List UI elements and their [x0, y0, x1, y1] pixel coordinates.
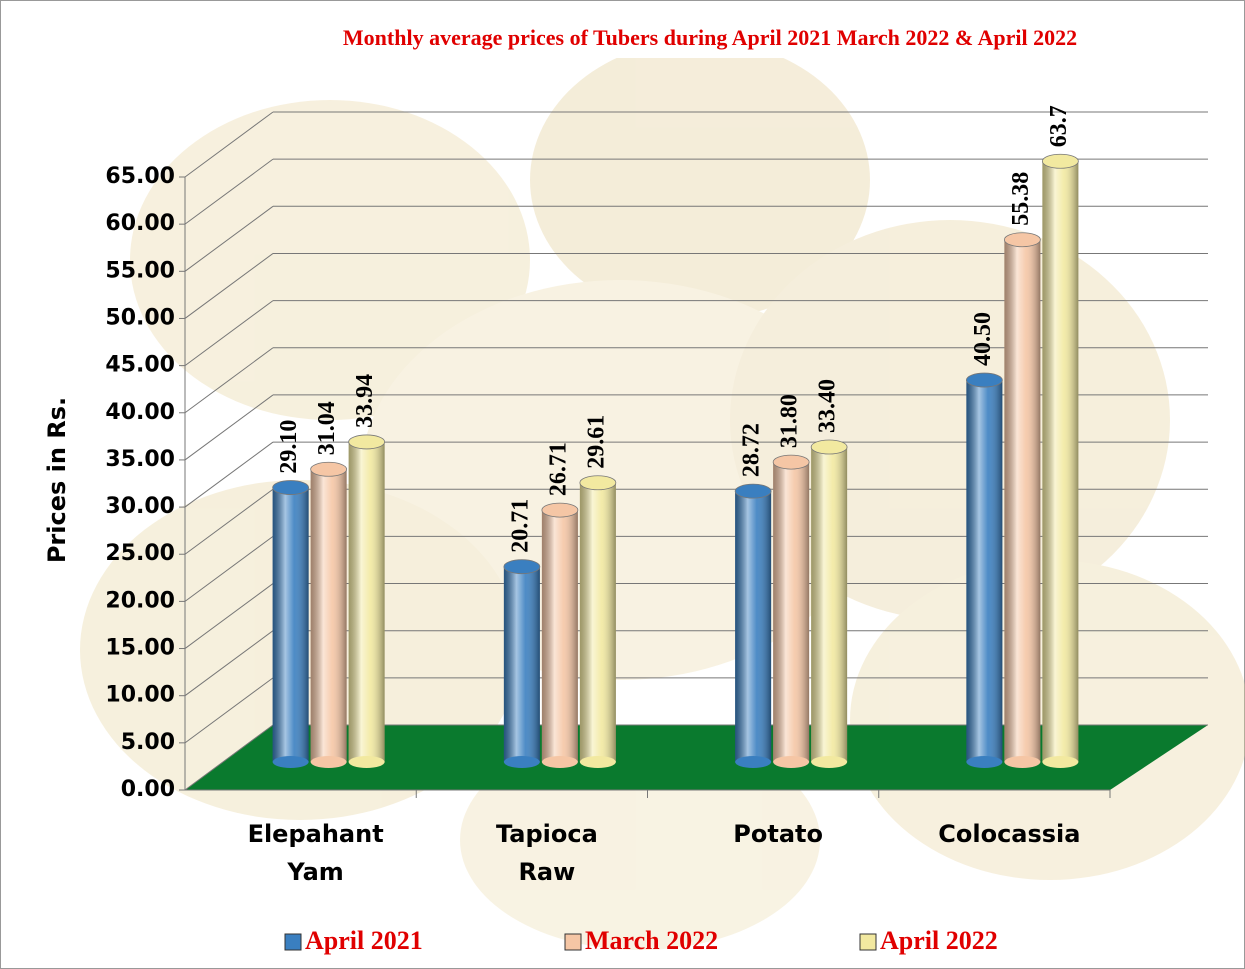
value-label: 63.7: [1046, 105, 1072, 147]
bar-cap: [272, 480, 310, 495]
bar-base: [541, 756, 578, 768]
y-tick-label: 25.00: [105, 541, 175, 566]
chart-title: Monthly average prices of Tubers during …: [343, 25, 1077, 50]
y-tick-label: 0.00: [121, 777, 175, 802]
bar-cap: [310, 461, 348, 477]
title-bg: [237, 22, 1185, 58]
bar-cap: [541, 502, 579, 518]
value-label: 29.10: [276, 420, 302, 474]
y-tick-label: 10.00: [105, 683, 175, 708]
bar-base: [773, 756, 810, 768]
bar-shine: [541, 510, 578, 762]
grid-line: [184, 583, 274, 649]
value-label: 29.61: [583, 415, 609, 469]
bar-cap: [1041, 153, 1079, 169]
y-axis-label: Prices in Rs.: [43, 397, 71, 563]
value-label: 33.40: [815, 379, 841, 433]
grid-line: [184, 300, 274, 367]
bar-base: [272, 756, 309, 768]
grid-line: [184, 488, 274, 555]
bar-shine: [773, 462, 810, 762]
y-tick-label: 15.00: [105, 636, 175, 661]
x-tick-label: Potato: [733, 820, 823, 848]
y-tick-label: 55.00: [105, 258, 175, 283]
bar-cap: [348, 434, 386, 450]
bar-base: [503, 756, 540, 768]
value-label: 33.94: [352, 374, 378, 428]
y-tick-label: 45.00: [105, 353, 175, 378]
legend-label: April 2021: [305, 926, 423, 955]
bar-cap: [503, 559, 541, 575]
x-tick-label: Elepahant Yam: [247, 820, 384, 886]
value-label: 31.04: [314, 401, 340, 455]
floor: [185, 725, 1208, 790]
legend-swatch: [284, 933, 302, 951]
grid-line: [184, 535, 274, 602]
bar-cap: [772, 454, 810, 470]
value-label: 20.71: [507, 499, 533, 553]
x-tick-label: Colocassia: [938, 820, 1081, 848]
legend-swatch: [564, 933, 582, 951]
bar-shine: [348, 441, 385, 762]
grid-line: [184, 677, 274, 744]
bar-cap: [965, 372, 1003, 388]
legend-label: April 2022: [880, 926, 998, 955]
grid-line: [184, 158, 274, 225]
bar-base: [348, 756, 385, 768]
bar-shine: [966, 380, 1003, 762]
bar-base: [1004, 756, 1041, 768]
y-tick-label: 60.00: [105, 211, 175, 236]
y-tick-label: 5.00: [121, 730, 175, 755]
bar-shine: [735, 491, 772, 762]
bar-cap: [579, 475, 617, 491]
bar-shine: [503, 566, 540, 762]
bar-base: [579, 756, 616, 768]
bar-base: [1042, 756, 1079, 768]
y-tick-label: 40.00: [105, 400, 175, 425]
grid-line: [184, 253, 274, 319]
bar-shine: [310, 469, 347, 762]
bar-shine: [811, 447, 848, 762]
y-tick-label: 35.00: [105, 447, 175, 472]
grid-line: [184, 441, 274, 508]
value-label: 40.50: [970, 312, 996, 366]
value-label: 31.80: [777, 394, 803, 448]
grid-line: [184, 347, 274, 414]
bar-cap: [1003, 232, 1041, 248]
grid-line: [184, 111, 274, 178]
grid-line: [184, 630, 274, 697]
bar-shine: [579, 482, 616, 762]
y-tick-label: 50.00: [105, 305, 175, 330]
bar-base: [811, 756, 848, 768]
legend-swatch: [859, 933, 877, 951]
grid-line: [184, 205, 274, 272]
bar-shine: [272, 487, 309, 762]
bar-shine: [1042, 161, 1079, 762]
bar-base: [310, 756, 347, 768]
bar-shine: [1004, 239, 1041, 762]
bar-base: [735, 756, 772, 768]
y-tick-label: 30.00: [105, 494, 175, 519]
grid-line: [184, 394, 274, 461]
y-tick-label: 20.00: [105, 588, 175, 613]
bar-cap: [734, 483, 772, 499]
bar-base: [966, 756, 1003, 768]
value-label: 26.71: [545, 442, 571, 496]
x-tick-label: Tapioca Raw: [495, 820, 598, 886]
bar-cap: [810, 439, 848, 455]
value-label: 28.72: [739, 423, 765, 477]
grid-line: [184, 724, 274, 791]
value-label: 55.38: [1008, 172, 1034, 226]
y-tick-label: 65.00: [105, 164, 175, 189]
legend-label: March 2022: [585, 926, 718, 955]
